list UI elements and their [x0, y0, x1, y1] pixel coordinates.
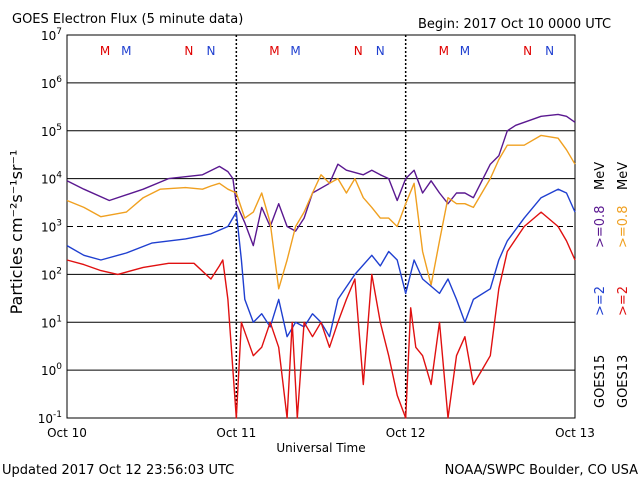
x-tick-label: Oct 13 — [555, 426, 595, 440]
y-tick-label: 107 — [41, 27, 62, 43]
y-tick-label: 103 — [41, 219, 62, 235]
x-tick-label: Oct 11 — [216, 426, 256, 440]
y-tick-label: 102 — [41, 266, 62, 282]
mev-label-2: MeV — [616, 162, 631, 190]
region-marker: N — [206, 44, 215, 58]
region-marker: N — [376, 44, 385, 58]
credit: NOAA/SWPC Boulder, CO USA — [445, 463, 638, 478]
g13-2mev-label: >=2 — [616, 286, 631, 316]
x-tick-labels: Oct 10 Oct 11 Oct 12 Oct 13 — [47, 412, 595, 440]
series-lines — [66, 113, 576, 419]
region-marker: N — [523, 44, 532, 58]
g15-2mev-label: >=2 — [593, 286, 608, 316]
y-tick-label: 100 — [41, 362, 62, 378]
x-axis-label: Universal Time — [276, 441, 365, 455]
region-marker: N — [545, 44, 554, 58]
y-tick-label: 104 — [41, 171, 62, 187]
goes15-label: GOES15 — [593, 355, 608, 408]
y-tick-label: 105 — [41, 123, 62, 139]
region-marker: M — [100, 44, 110, 58]
region-marker: M — [121, 44, 131, 58]
y-tick-label: 106 — [41, 75, 62, 91]
series-line — [66, 211, 576, 419]
region-marker: M — [290, 44, 300, 58]
region-marker: N — [184, 44, 193, 58]
y-tick-labels: 10-1 100 101 102 103 104 105 106 107 — [38, 27, 63, 426]
y-tick-label: 10-1 — [38, 410, 62, 426]
goes13-label: GOES13 — [616, 355, 631, 408]
y-axis-label: Particles cm⁻²s⁻¹sr⁻¹ — [7, 150, 26, 315]
series-line — [66, 113, 576, 247]
region-marker: M — [439, 44, 449, 58]
grid-lines — [67, 35, 575, 418]
series-line — [66, 188, 576, 338]
g13-08mev-label: >=0.8 — [616, 206, 631, 248]
updated-time: Updated 2017 Oct 12 23:56:03 UTC — [2, 463, 234, 478]
chart-title: GOES Electron Flux (5 minute data) — [12, 12, 243, 27]
begin-time: Begin: 2017 Oct 10 0000 UTC — [418, 17, 611, 32]
y-tick-label: 101 — [41, 314, 62, 330]
region-marker: M — [269, 44, 279, 58]
g15-08mev-label: >=0.8 — [593, 206, 608, 248]
x-tick-label: Oct 10 — [47, 426, 87, 440]
region-marker: M — [460, 44, 470, 58]
x-tick-label: Oct 12 — [386, 426, 426, 440]
mev-label-1: MeV — [593, 162, 608, 190]
region-marker: N — [354, 44, 363, 58]
series-line — [66, 134, 576, 290]
